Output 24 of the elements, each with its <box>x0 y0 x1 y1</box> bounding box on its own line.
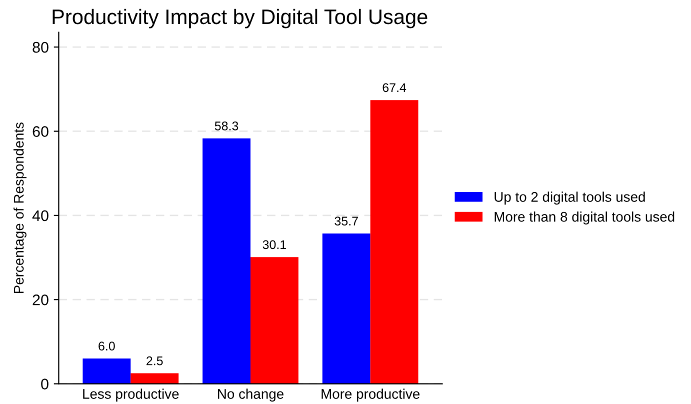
y-tick-label: 40 <box>32 210 48 222</box>
data-label: 30.1 <box>262 240 286 250</box>
data-label: 58.3 <box>214 122 238 130</box>
chart-title: Productivity Impact by Digital Tool Usage <box>52 8 428 28</box>
x-tick-label: Less productive <box>83 388 179 402</box>
data-label: 67.4 <box>382 83 406 92</box>
x-tick-label: More productive <box>322 388 420 402</box>
y-tick-label: 80 <box>32 42 48 53</box>
y-axis-title: Percentage of Respondents <box>14 122 26 294</box>
bar <box>250 257 298 384</box>
data-label: 35.7 <box>334 216 358 226</box>
legend-label: More than 8 digital tools used <box>494 212 674 224</box>
bar <box>202 138 250 384</box>
bar <box>370 100 418 384</box>
data-label: 2.5 <box>146 356 163 366</box>
bar <box>130 373 179 384</box>
x-tick-label: No change <box>218 388 284 402</box>
data-label: 6.0 <box>98 342 115 351</box>
bar <box>82 358 131 384</box>
y-tick-label: 20 <box>32 294 48 306</box>
y-tick-label: 0 <box>41 378 48 390</box>
legend-label: Up to 2 digital tools used <box>494 192 645 205</box>
bar <box>322 234 370 384</box>
y-tick-label: 60 <box>32 126 48 137</box>
